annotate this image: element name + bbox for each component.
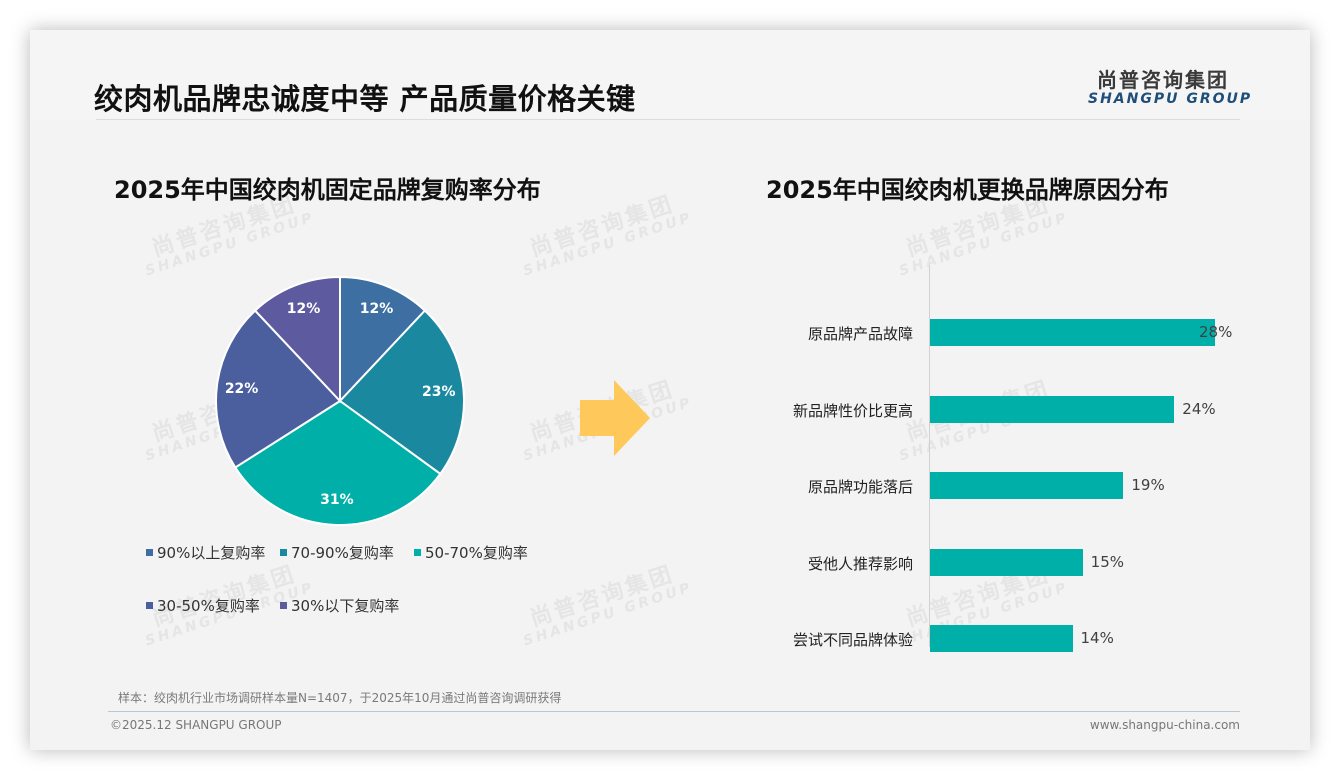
- legend-item: 30-50%复购率: [146, 595, 260, 616]
- sample-note: 样本：绞肉机行业市场调研样本量N=1407，于2025年10月通过尚普咨询调研获…: [118, 691, 562, 705]
- bar-row: 原品牌产品故障 28%: [770, 319, 1270, 347]
- legend-label: 30-50%复购率: [157, 597, 260, 615]
- bar: [930, 548, 1083, 576]
- page-title: 绞肉机品牌忠诚度中等 产品质量价格关键: [94, 82, 636, 116]
- legend-item: 30%以下复购率: [280, 595, 399, 616]
- legend-item: 50-70%复购率: [414, 542, 528, 563]
- pie-slice-label: 23%: [421, 383, 456, 400]
- bar-category-label: 原品牌产品故障: [807, 325, 913, 343]
- pie-slice: [253, 275, 341, 404]
- legend-item: 70-90%复购率: [280, 542, 394, 563]
- y-axis-line: [929, 265, 930, 647]
- legend-label: 30%以下复购率: [291, 597, 400, 615]
- website-link[interactable]: www.shangpu-china.com: [1089, 718, 1240, 732]
- legend-label: 90%以上复购率: [157, 544, 266, 562]
- bar-value-label: 14%: [1080, 629, 1114, 647]
- pie-slice: [339, 275, 427, 404]
- title-divider: [96, 119, 1240, 120]
- bar-row: 尝试不同品牌体验 14%: [770, 625, 1270, 653]
- bar-chart-title: 2025年中国绞肉机更换品牌原因分布: [766, 176, 1169, 204]
- footer-divider: [108, 711, 1240, 712]
- legend-swatch: [146, 549, 153, 556]
- bar-category-label: 原品牌功能落后: [807, 478, 913, 496]
- copyright-text: ©2025.12 SHANGPU GROUP: [110, 718, 282, 732]
- bar-category-label: 尝试不同品牌体验: [792, 631, 913, 649]
- bar-value-label: 28%: [1199, 323, 1233, 341]
- bar-chart: 原品牌产品故障 28% 新品牌性价比更高 24% 原品牌功能落后 19% 受他人推荐影响 15…: [770, 265, 1270, 685]
- legend-swatch: [146, 602, 153, 609]
- pie-chart-title: 2025年中国绞肉机固定品牌复购率分布: [114, 176, 541, 204]
- bar-row: 受他人推荐影响 15%: [770, 548, 1270, 577]
- logo-en-text: SHANGPU GROUP: [1088, 91, 1253, 107]
- legend-item: 90%以上复购率: [146, 542, 265, 563]
- header-band: [30, 30, 1310, 120]
- bar: [930, 472, 1124, 499]
- bar-category-label: 新品牌性价比更高: [792, 401, 913, 420]
- pie-svg: [215, 275, 465, 526]
- pie-slice-label: 12%: [359, 300, 394, 317]
- pie-slice-label: 22%: [224, 380, 259, 397]
- bar-value-label: 15%: [1090, 552, 1125, 571]
- pie-slice-label: 31%: [320, 492, 354, 509]
- pie-chart: 12% 23% 31% 22% 12%: [210, 271, 470, 531]
- pie-slice: [233, 399, 442, 526]
- bar-value-label: 19%: [1131, 476, 1165, 494]
- bar: [930, 395, 1175, 423]
- pie-slice: [215, 309, 342, 469]
- bar-category-label: 受他人推荐影响: [807, 554, 913, 573]
- legend-swatch: [414, 549, 421, 556]
- bar: [930, 625, 1073, 652]
- legend-swatch: [280, 602, 287, 609]
- legend-label: 70-90%复购率: [291, 544, 394, 562]
- bar-value-label: 24%: [1182, 399, 1216, 418]
- company-logo: 尚普咨询集团 SHANGPU GROUP: [1088, 64, 1253, 107]
- slide: 绞肉机品牌忠诚度中等 产品质量价格关键 尚普咨询集团 SHANGPU GROUP…: [30, 30, 1310, 750]
- pie-slice-label: 12%: [286, 300, 321, 317]
- bar-row: 新品牌性价比更高 24%: [770, 395, 1270, 424]
- legend-swatch: [280, 549, 287, 556]
- legend-label: 50-70%复购率: [425, 544, 528, 562]
- bar-row: 原品牌功能落后 19%: [770, 472, 1270, 500]
- pie-slice: [338, 309, 465, 476]
- right-arrow-icon: [580, 380, 650, 456]
- logo-cn-text: 尚普咨询集团: [1097, 68, 1229, 92]
- bar: [930, 319, 1215, 346]
